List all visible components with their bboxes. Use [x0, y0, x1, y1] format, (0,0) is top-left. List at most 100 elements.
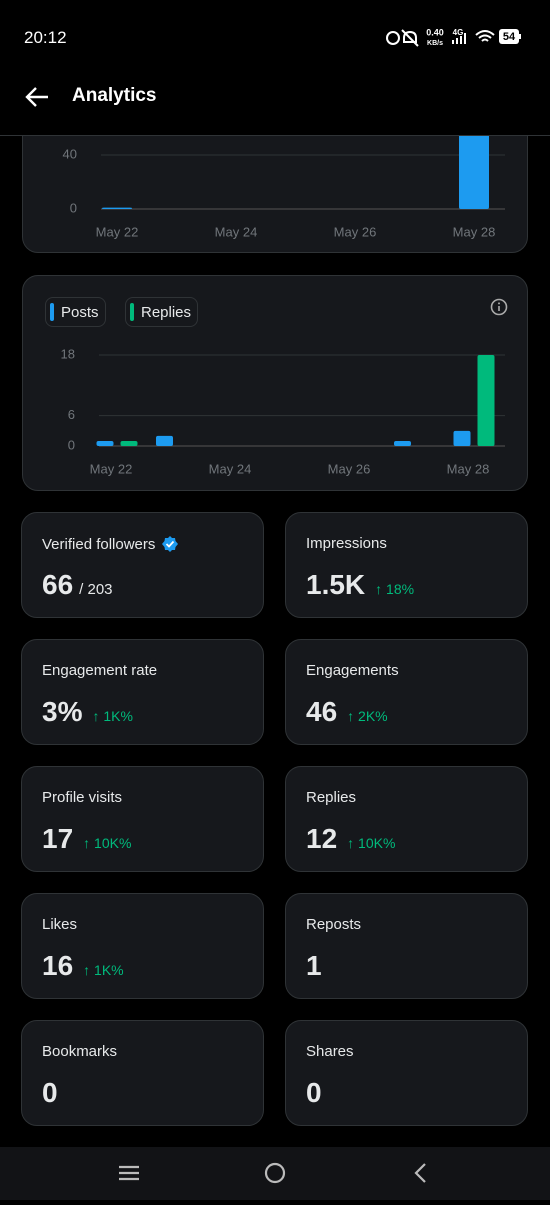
metric-value: 66 [42, 569, 74, 600]
x-tick-label: May 22 [96, 224, 139, 239]
metric-label: Replies [306, 789, 356, 806]
metric-label-text: Replies [306, 789, 357, 806]
metric-change: ↑ 18% [375, 581, 415, 597]
metric-change: ↑ 1K% [83, 962, 124, 978]
header: Analytics [0, 75, 550, 136]
metric-card: Profile visits 17 ↑ 10K% [21, 766, 264, 872]
metric-label: Shares [306, 1043, 354, 1060]
metric-label: Impressions [306, 535, 387, 552]
metric-value: 16 [42, 950, 74, 981]
badge-check [166, 540, 175, 548]
metric-label-text: Bookmarks [42, 1043, 118, 1060]
metric-card: Shares 0 [285, 1020, 528, 1126]
bar [102, 207, 132, 209]
metric-row: 3% ↑ 1K% [42, 696, 133, 728]
x-tick-label: May 22 [90, 461, 133, 476]
nav-icons [119, 1162, 426, 1184]
metric-row: 1.5K ↑ 18% [306, 569, 414, 601]
metric-card: Impressions 1.5K ↑ 18% [285, 512, 528, 618]
nav-bar [0, 1147, 550, 1200]
legend-label: Replies [141, 303, 192, 321]
y-tick-label: 0 [70, 200, 77, 215]
metric-label-text: Engagement rate [42, 662, 158, 679]
legend-item: Replies [125, 297, 199, 327]
x-tick-label: May 26 [334, 224, 377, 239]
y-tick-label: 18 [61, 346, 75, 361]
y-tick-label: 0 [68, 437, 75, 452]
page-title: Analytics [72, 85, 157, 106]
chart-card: Posts Replies 0 6 18 May 22 May 24 May 26 May 2… [22, 275, 528, 491]
bar [96, 440, 114, 446]
metric-row: 12 ↑ 10K% [306, 823, 395, 855]
metric-value: 3% [42, 696, 83, 727]
metric-label: Profile visits [42, 789, 122, 806]
x-tick-label: May 24 [209, 461, 252, 476]
metric-label-text: Shares [306, 1043, 354, 1060]
metric-card: Engagement rate 3% ↑ 1K% [21, 639, 264, 745]
metric-card: Engagements 46 ↑ 2K% [285, 639, 528, 745]
info-icon[interactable] [489, 297, 509, 317]
metric-card: Verified followers 66 / 203 [21, 512, 264, 618]
verified-badge [162, 536, 179, 552]
metric-label: Likes [42, 916, 77, 933]
metric-row: 0 [306, 1077, 322, 1109]
bar [394, 440, 411, 446]
metric-card: Reposts 1 [285, 893, 528, 999]
network: 4G [453, 28, 464, 37]
metric-row: 0 [42, 1077, 58, 1109]
x-tick-label: May 24 [215, 224, 258, 239]
metric-change: ↑ 2K% [347, 708, 388, 724]
metric-value: 1.5K [306, 569, 366, 600]
metric-change: ↑ 1K% [92, 708, 133, 724]
back-button[interactable] [24, 85, 50, 109]
speed: 0.40 [426, 27, 444, 37]
metric-row: 1 [306, 950, 322, 982]
metric-card: Bookmarks 0 [21, 1020, 264, 1126]
metric-row: 17 ↑ 10K% [42, 823, 131, 855]
y-tick-label: 6 [68, 407, 75, 422]
metric-label: Engagement rate [42, 662, 157, 679]
metric-value: 1 [306, 950, 322, 981]
metric-card: Likes 16 ↑ 1K% [21, 893, 264, 999]
metric-row: 66 / 203 [42, 569, 113, 601]
bar [459, 128, 489, 209]
legend-swatch [130, 303, 134, 321]
metric-value: 0 [42, 1077, 58, 1108]
metric-card: Replies 12 ↑ 10K% [285, 766, 528, 872]
metric-value: 12 [306, 823, 338, 854]
metric-value: 17 [42, 823, 74, 854]
metric-label: Reposts [306, 916, 361, 933]
metric-value: 0 [306, 1077, 322, 1108]
chart: 0 40 May 22 May 24 May 26 May 28 [63, 128, 505, 239]
metric-change: ↑ 10K% [83, 835, 132, 851]
bar [453, 430, 471, 446]
metric-label-text: Reposts [306, 916, 362, 933]
metric-total: / 203 [79, 581, 113, 598]
x-tick-label: May 28 [447, 461, 490, 476]
menu-button[interactable] [119, 1165, 139, 1181]
back-nav-button[interactable] [414, 1163, 426, 1183]
x-tick-label: May 28 [453, 224, 496, 239]
metric-label: Engagements [306, 662, 399, 679]
metric-label-text: Verified followers [42, 535, 156, 553]
metric-row: 46 ↑ 2K% [306, 696, 388, 728]
bar [156, 435, 173, 446]
home-button[interactable] [264, 1162, 286, 1184]
legend-swatch [50, 303, 54, 321]
metric-label: Verified followers [42, 535, 179, 553]
status-bar: 20:12 0.40 KB/s 4G 54 [0, 0, 550, 75]
metric-label-text: Engagements [306, 662, 399, 679]
metric-row: 16 ↑ 1K% [42, 950, 124, 982]
metric-label-text: Impressions [306, 535, 387, 552]
metric-label-text: Likes [42, 916, 78, 933]
status-icons: 0.40 KB/s 4G 54 [386, 27, 521, 47]
bar [477, 355, 495, 446]
chart: 0 6 18 May 22 May 24 May 26 May 28 [61, 346, 505, 476]
legend-item: Posts [45, 297, 106, 327]
metric-label: Bookmarks [42, 1043, 117, 1060]
battery: 54 [503, 31, 516, 43]
badge-shape [162, 536, 179, 552]
y-tick-label: 40 [63, 146, 77, 161]
metric-label-text: Profile visits [42, 789, 123, 806]
